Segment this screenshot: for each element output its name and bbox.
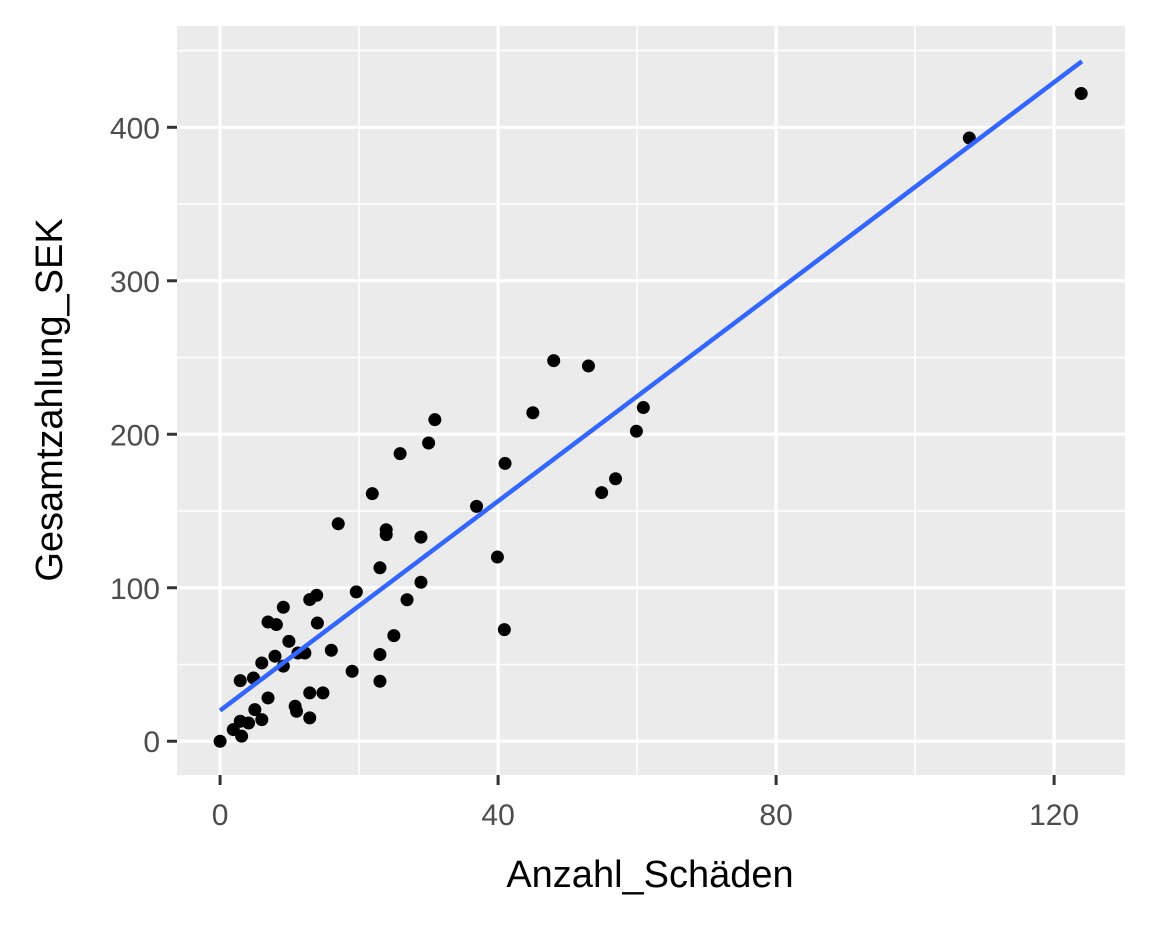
data-point: [629, 424, 643, 438]
data-point: [255, 713, 269, 727]
data-point: [235, 729, 249, 743]
data-point: [414, 575, 428, 589]
x-axis-title: Anzahl_Schäden: [506, 854, 793, 896]
y-tick-label: 0: [143, 726, 160, 759]
data-point: [414, 530, 428, 544]
data-point: [213, 734, 227, 748]
y-tick-label: 200: [110, 419, 160, 452]
data-point: [497, 623, 511, 637]
y-tick-label: 100: [110, 573, 160, 606]
data-point: [248, 703, 262, 717]
x-tick-label: 80: [759, 799, 792, 832]
data-point: [373, 561, 387, 575]
data-point: [255, 656, 269, 670]
y-axis: 0 100 200 300 400: [110, 112, 177, 759]
data-point: [324, 643, 338, 657]
data-point: [269, 618, 283, 632]
data-point: [345, 664, 359, 678]
data-point: [282, 634, 296, 648]
data-point: [1074, 87, 1088, 101]
major-gridlines: [177, 26, 1125, 775]
data-point: [373, 648, 387, 662]
data-point: [316, 686, 330, 700]
regression-line: [218, 59, 1084, 713]
data-point: [422, 436, 436, 450]
data-point: [310, 588, 324, 602]
data-point: [310, 616, 324, 630]
data-point: [261, 691, 275, 705]
y-tick-label: 400: [110, 112, 160, 145]
x-tick-label: 40: [481, 799, 514, 832]
regression-line-path: [218, 59, 1084, 713]
y-tick-label: 300: [110, 266, 160, 299]
data-point: [290, 704, 304, 718]
data-point: [303, 686, 317, 700]
data-point: [526, 406, 540, 420]
data-point: [400, 593, 414, 607]
data-point: [609, 472, 623, 486]
data-point: [547, 354, 561, 368]
data-point: [242, 716, 256, 730]
data-point: [331, 517, 345, 531]
data-point: [303, 711, 317, 725]
data-point: [498, 456, 512, 470]
y-axis-title: Gesamtzahlung_SEK: [29, 218, 71, 581]
data-point: [428, 413, 442, 427]
data-point: [373, 674, 387, 688]
data-point: [276, 600, 290, 614]
x-tick-label: 0: [212, 799, 229, 832]
x-tick-label: 120: [1029, 799, 1079, 832]
minor-gridlines: [177, 26, 1125, 775]
data-point: [349, 585, 363, 599]
data-point: [490, 550, 504, 564]
data-point: [470, 499, 484, 513]
data-point: [636, 401, 650, 415]
data-point: [233, 674, 247, 688]
data-point: [595, 486, 609, 500]
data-point: [379, 528, 393, 542]
x-axis: 0 40 80 120: [212, 775, 1079, 832]
data-point: [581, 359, 595, 373]
data-point: [365, 487, 379, 501]
data-point: [268, 649, 282, 663]
data-point: [393, 447, 407, 461]
data-point: [387, 629, 401, 643]
